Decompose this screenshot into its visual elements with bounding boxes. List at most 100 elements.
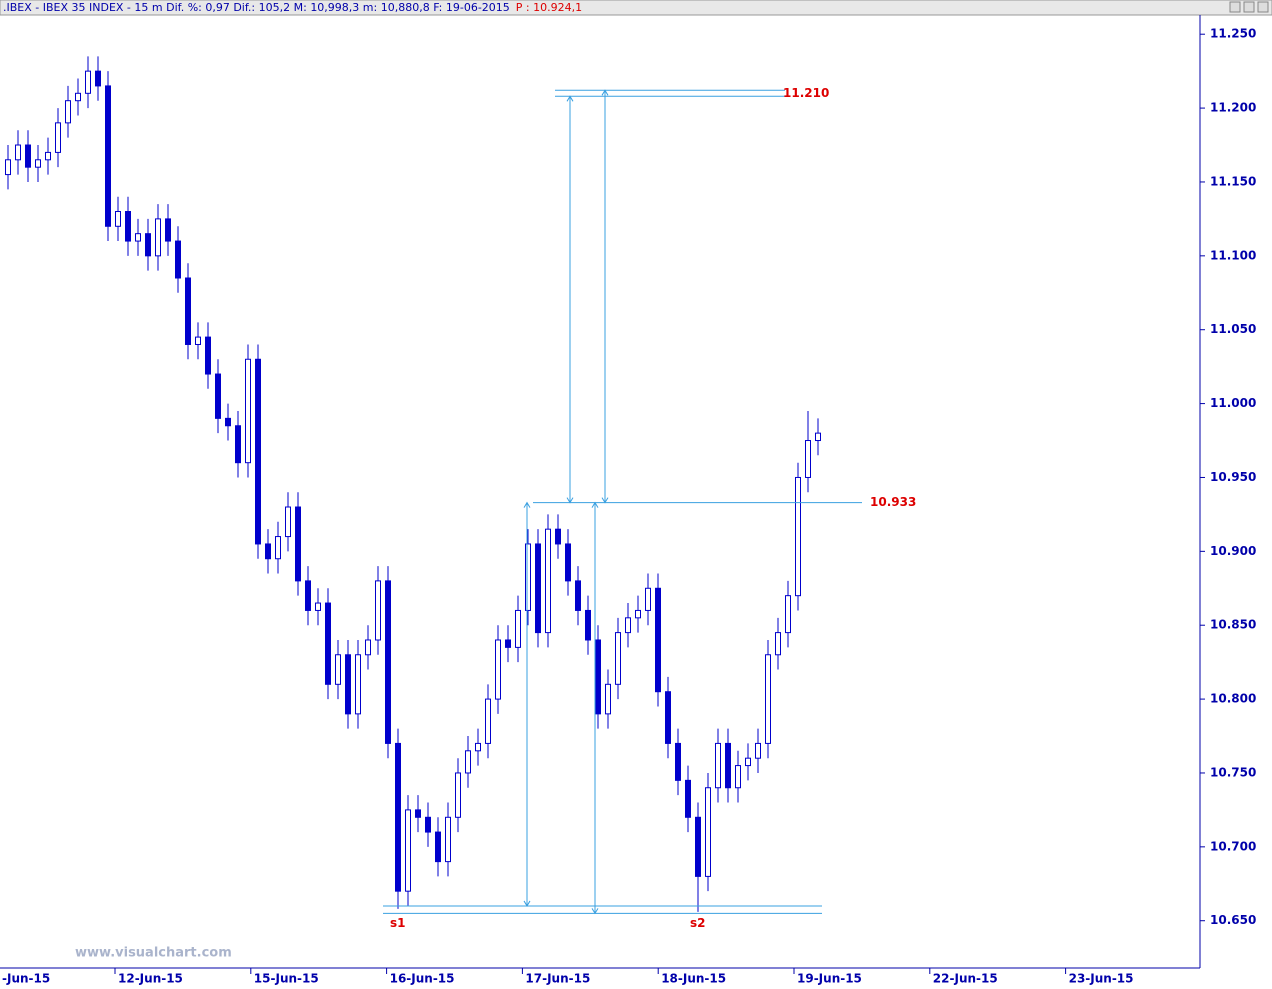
candle-body: [745, 757, 751, 767]
candle-body: [735, 765, 741, 789]
candle-body: [335, 654, 341, 685]
candle-body: [425, 816, 431, 833]
candle-body: [505, 639, 511, 648]
watermark: www.visualchart.com: [75, 946, 232, 961]
candle-body: [405, 809, 411, 892]
close-button[interactable]: [1257, 1, 1269, 13]
candle-body: [65, 100, 71, 124]
candle-body: [795, 476, 801, 597]
candle-body: [435, 831, 441, 863]
candle-body: [705, 787, 711, 877]
candle-body: [85, 70, 91, 94]
arrow-head: [591, 908, 599, 915]
arrow-head: [566, 95, 574, 102]
x-tick-label: 15-Jun-15: [254, 972, 319, 986]
x-tick-label: -Jun-15: [2, 972, 50, 986]
candle-body: [205, 336, 211, 375]
candle-body: [665, 691, 671, 744]
candle-body: [105, 85, 111, 227]
minimize-button[interactable]: [1229, 1, 1241, 13]
candle-body: [315, 602, 321, 611]
candle-body: [305, 580, 311, 611]
header-bar: [0, 0, 1272, 16]
candle-body: [245, 358, 251, 464]
target-label: 11.210: [783, 86, 829, 100]
candle-body: [545, 528, 551, 634]
candle-body: [5, 159, 11, 176]
candle-body: [115, 211, 121, 227]
candle-body: [525, 543, 531, 611]
candle-body: [655, 587, 661, 693]
candle-body: [485, 698, 491, 744]
x-tick-label: 16-Jun-15: [390, 972, 455, 986]
candle-body: [15, 144, 21, 161]
candle-body: [155, 218, 161, 257]
candle-body: [75, 92, 81, 102]
candle-body: [815, 432, 821, 442]
arrow-head: [591, 501, 599, 508]
candle-body: [475, 742, 481, 752]
candle-body: [715, 742, 721, 789]
candle-body: [725, 742, 731, 789]
candle-body: [445, 816, 451, 863]
candle-body: [35, 159, 41, 168]
candle-body: [45, 151, 51, 161]
header-price: P : 10.924,1: [516, 1, 582, 14]
candle-body: [805, 440, 811, 478]
candle-body: [535, 543, 541, 634]
candle-body: [615, 632, 621, 685]
arrow-head: [566, 497, 574, 504]
candle-body: [235, 425, 241, 464]
y-tick-label: 10.700: [1210, 839, 1256, 853]
x-tick-label: 23-Jun-15: [1069, 972, 1134, 986]
candle-body: [355, 654, 361, 715]
y-tick-label: 10.800: [1210, 692, 1256, 706]
y-tick-label: 11.000: [1210, 396, 1256, 410]
candle-body: [295, 506, 301, 582]
candle-body: [265, 543, 271, 560]
candle-body: [165, 218, 171, 242]
y-tick-label: 11.150: [1210, 174, 1256, 188]
candle-body: [595, 639, 601, 715]
candle-body: [555, 528, 561, 545]
x-tick-label: 19-Jun-15: [797, 972, 862, 986]
candle-body: [625, 617, 631, 634]
candle-body: [285, 506, 291, 538]
candle-body: [325, 602, 331, 685]
candle-body: [25, 144, 31, 168]
neckline-label: 10.933: [870, 495, 916, 509]
candle-body: [145, 233, 151, 257]
maximize-button[interactable]: [1243, 1, 1255, 13]
y-tick-label: 11.050: [1210, 322, 1256, 336]
x-tick-label: 18-Jun-15: [661, 972, 726, 986]
candle-body: [575, 580, 581, 611]
candle-body: [605, 683, 611, 715]
candle-body: [135, 233, 141, 242]
candle-body: [775, 632, 781, 656]
candle-body: [385, 580, 391, 744]
arrow-head: [601, 89, 609, 96]
candle-body: [175, 240, 181, 279]
candle-body: [455, 772, 461, 818]
candle-body: [195, 336, 201, 345]
y-tick-label: 10.900: [1210, 544, 1256, 558]
candle-body: [785, 595, 791, 634]
candle-body: [375, 580, 381, 641]
candle-body: [565, 543, 571, 582]
arrow-head: [523, 501, 531, 508]
candle-body: [495, 639, 501, 700]
candle-body: [685, 779, 691, 818]
y-tick-label: 11.100: [1210, 248, 1256, 262]
candle-body: [635, 609, 641, 619]
candle-body: [645, 587, 651, 611]
y-tick-label: 10.650: [1210, 913, 1256, 927]
candle-body: [395, 742, 401, 892]
candle-body: [125, 211, 131, 242]
support-label: s2: [690, 916, 706, 930]
candle-body: [415, 809, 421, 818]
candle-body: [515, 609, 521, 648]
candle-body: [255, 358, 261, 545]
candle-body: [185, 277, 191, 345]
